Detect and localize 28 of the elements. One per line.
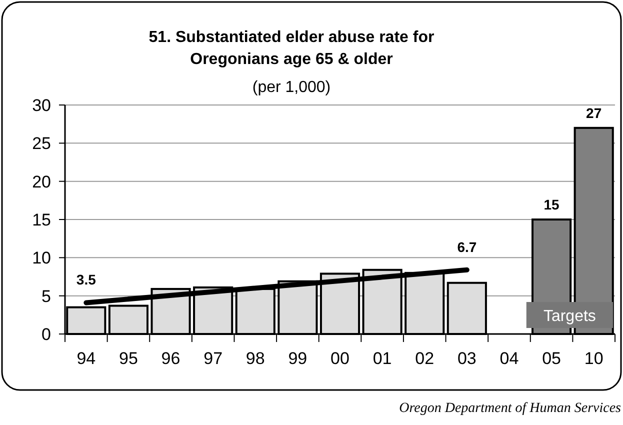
x-tick-label: 98 [246,349,265,368]
x-tick-label: 95 [119,349,138,368]
y-tick-label: 0 [42,325,51,344]
y-tick-label: 5 [42,286,51,306]
x-tick-label: 00 [330,349,350,368]
x-tick-label: 99 [288,349,308,368]
chart-subtitle: (per 1,000) [252,79,331,96]
x-tick-label: 94 [76,349,96,368]
annotation: Targets [543,308,596,325]
data-label: 27 [586,104,602,121]
x-tick-label: 10 [584,349,604,368]
x-tick-label: 01 [372,349,392,368]
data-label: 6.7 [457,238,477,255]
y-tick-label: 20 [32,172,51,192]
y-tick-label: 30 [32,96,51,115]
x-tick-label: 96 [161,349,180,368]
x-tick-label: 97 [204,349,223,368]
data-label: 3.5 [76,272,96,288]
x-tick-label: 04 [500,349,519,368]
data-label: 15 [544,196,560,212]
y-tick-label: 25 [32,134,51,154]
chart-title: 51. Substantiated elder abuse rate for Oregonians age 65 & older [148,29,434,68]
text: Oregon Department of Human Services [399,401,622,416]
x-tick-label: 02 [415,349,434,368]
x-tick-label: 03 [457,349,476,368]
y-tick-label: 10 [32,248,51,268]
y-tick-label: 15 [32,210,51,230]
x-tick-label: 05 [542,349,561,368]
